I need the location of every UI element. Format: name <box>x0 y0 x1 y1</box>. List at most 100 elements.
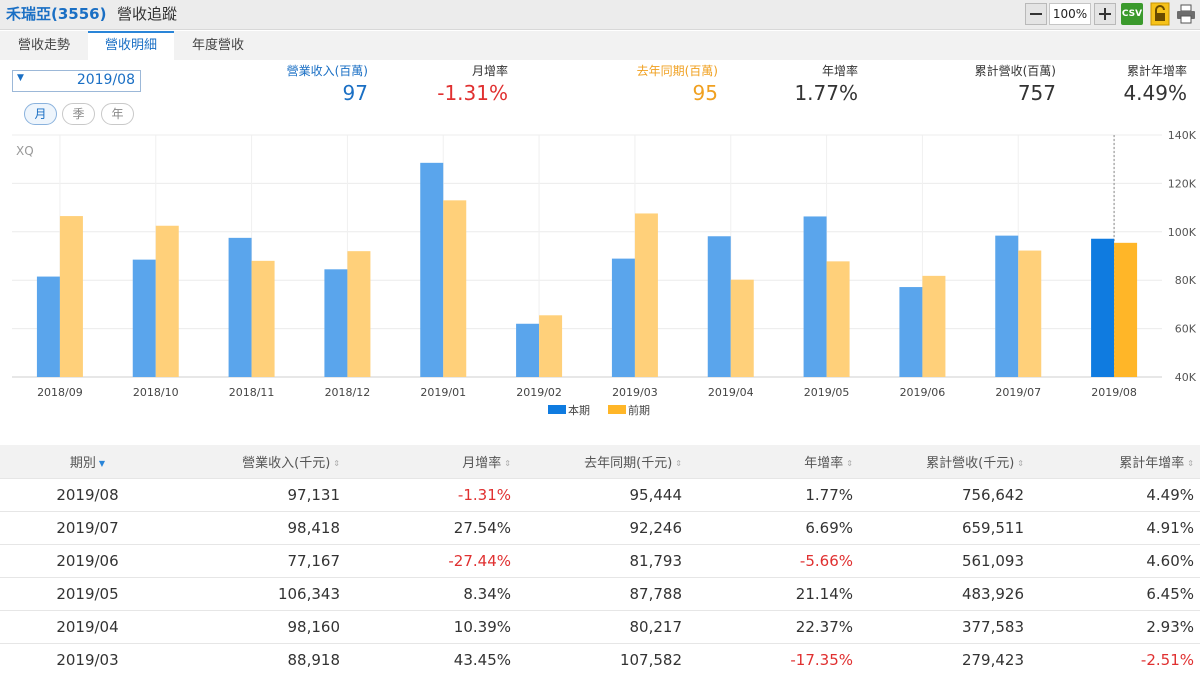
col-mom[interactable]: 月增率 ⇕ <box>346 445 517 478</box>
col-cum-yoy[interactable]: 累計年增率 ⇕ <box>1030 445 1200 478</box>
period-month-button[interactable]: 月 <box>24 103 57 125</box>
cell-period: 2019/08 <box>0 477 175 511</box>
bar-current <box>995 235 1019 377</box>
cell-mom: 27.54% <box>346 510 517 544</box>
minus-icon <box>1030 13 1042 15</box>
table-row[interactable]: 2019/04 98,160 10.39% 80,217 22.37% 377,583 2.… <box>0 609 1200 643</box>
cell-mom: 43.45% <box>346 642 517 675</box>
sort-icon: ⇕ <box>504 458 511 468</box>
cell-period: 2019/04 <box>0 609 175 643</box>
cell-mom: 8.34% <box>346 576 517 610</box>
csv-export-button[interactable]: CSV <box>1121 3 1143 25</box>
cell-cum-yoy: 2.93% <box>1030 609 1200 643</box>
bar-current <box>1091 238 1115 377</box>
bar-previous <box>539 315 563 377</box>
y-tick-label: 60K <box>1175 323 1197 336</box>
cell-revenue: 98,160 <box>175 609 346 643</box>
cell-prev-year: 80,217 <box>517 609 688 643</box>
x-tick-label: 2019/02 <box>516 386 562 399</box>
bar-previous <box>922 275 946 377</box>
col-cum[interactable]: 累計營收(千元) ⇕ <box>859 445 1030 478</box>
cell-cum: 279,423 <box>859 642 1030 675</box>
cell-prev-year: 107,582 <box>517 642 688 675</box>
table-row[interactable]: 2019/08 97,131 -1.31% 95,444 1.77% 756,642 4.4… <box>0 477 1200 511</box>
revenue-chart: 40K 60K 80K 100K 120K 140K XQ 2018/09 2018/10 201… <box>0 125 1200 435</box>
col-period[interactable]: 期別 ▼ <box>0 445 175 478</box>
stat-prev-year: 去年同期(百萬) 95 <box>637 62 718 105</box>
cell-period: 2019/05 <box>0 576 175 610</box>
date-select[interactable]: ▼ 2019/08 <box>12 70 141 92</box>
chart-svg: 40K 60K 80K 100K 120K 140K XQ 2018/09 2018/10 201… <box>12 129 1197 417</box>
col-mom-label: 月增率 <box>462 455 502 471</box>
x-tick-label: 2019/05 <box>804 386 850 399</box>
stat-yoy-label: 年增率 <box>821 64 858 78</box>
cell-yoy: 22.37% <box>688 609 859 643</box>
bar-previous <box>1018 250 1042 377</box>
x-tick-label: 2019/07 <box>995 386 1041 399</box>
sort-icon: ⇕ <box>675 458 682 468</box>
zoom-in-button[interactable] <box>1094 3 1116 25</box>
x-tick-label: 2018/09 <box>37 386 83 399</box>
table-row[interactable]: 2019/06 77,167 -27.44% 81,793 -5.66% 561,093 4… <box>0 543 1200 577</box>
zoom-out-button[interactable] <box>1025 3 1047 25</box>
stat-revenue-label: 營業收入(百萬) <box>286 64 368 78</box>
stat-yoy-value: 1.77% <box>794 81 858 105</box>
cell-cum-yoy: 6.45% <box>1030 576 1200 610</box>
bar-previous <box>826 261 850 377</box>
period-quarter-button[interactable]: 季 <box>62 103 95 125</box>
bar-previous <box>634 213 658 377</box>
cell-cum-yoy: -2.51% <box>1030 642 1200 675</box>
tab-annual-revenue[interactable]: 年度營收 <box>191 38 244 53</box>
x-tick-label: 2019/01 <box>420 386 466 399</box>
bar-previous <box>730 279 754 377</box>
col-period-label: 期別 <box>69 455 96 471</box>
cell-period: 2019/03 <box>0 642 175 675</box>
bar-current <box>516 323 540 377</box>
sort-icon: ⇕ <box>1187 458 1194 468</box>
legend-swatch-current <box>548 405 566 414</box>
bar-current <box>36 276 60 377</box>
col-revenue-label: 營業收入(千元) <box>242 455 331 471</box>
zoom-level[interactable]: 100% <box>1049 3 1091 25</box>
cell-period: 2019/07 <box>0 510 175 544</box>
cell-cum: 659,511 <box>859 510 1030 544</box>
bar-current <box>132 259 156 377</box>
tab-revenue-detail[interactable]: 營收明細 <box>88 31 174 60</box>
table-row[interactable]: 2019/03 88,918 43.45% 107,582 -17.35% 279,423… <box>0 642 1200 675</box>
legend-label-previous: 前期 <box>628 403 650 417</box>
sort-icon: ▼ <box>98 458 106 468</box>
lock-button[interactable] <box>1149 2 1171 26</box>
cell-cum-yoy: 4.49% <box>1030 477 1200 511</box>
cell-mom: 10.39% <box>346 609 517 643</box>
stock-name[interactable]: 禾瑞亞(3556) <box>6 5 107 23</box>
stat-prev-year-label: 去年同期(百萬) <box>636 64 718 78</box>
col-prev-year-label: 去年同期(千元) <box>584 455 673 471</box>
bar-previous <box>155 225 179 377</box>
tab-revenue-trend[interactable]: 營收走勢 <box>17 38 70 53</box>
table-row[interactable]: 2019/07 98,418 27.54% 92,246 6.69% 659,511 4.9… <box>0 510 1200 544</box>
y-tick-label: 80K <box>1175 274 1197 287</box>
cell-prev-year: 81,793 <box>517 543 688 577</box>
sort-icon: ⇕ <box>846 458 853 468</box>
bar-current <box>803 216 827 377</box>
cell-revenue: 98,418 <box>175 510 346 544</box>
y-tick-label: 120K <box>1168 177 1197 190</box>
sort-icon: ⇕ <box>1017 458 1024 468</box>
table-header-row: 期別 ▼ 營業收入(千元) ⇕ 月增率 ⇕ 去年同期(千元) ⇕ 年增率 ⇕ 累計營收(千… <box>0 445 1200 478</box>
col-yoy[interactable]: 年增率 ⇕ <box>688 445 859 478</box>
tab-bar: 營收走勢 營收明細 年度營收 <box>0 31 1200 60</box>
stat-revenue-value: 97 <box>342 81 368 105</box>
cell-revenue: 97,131 <box>175 477 346 511</box>
cell-yoy: -5.66% <box>688 543 859 577</box>
table-row[interactable]: 2019/05 106,343 8.34% 87,788 21.14% 483,926 6.… <box>0 576 1200 610</box>
stat-prev-year-value: 95 <box>692 81 718 105</box>
period-year-button[interactable]: 年 <box>101 103 134 125</box>
cell-yoy: 1.77% <box>688 477 859 511</box>
print-button[interactable] <box>1175 3 1197 25</box>
col-prev-year[interactable]: 去年同期(千元) ⇕ <box>517 445 688 478</box>
bar-current <box>420 162 444 377</box>
col-revenue[interactable]: 營業收入(千元) ⇕ <box>175 445 346 478</box>
chart-watermark: XQ <box>16 144 34 158</box>
printer-icon <box>1177 4 1195 24</box>
bar-previous <box>59 216 83 377</box>
